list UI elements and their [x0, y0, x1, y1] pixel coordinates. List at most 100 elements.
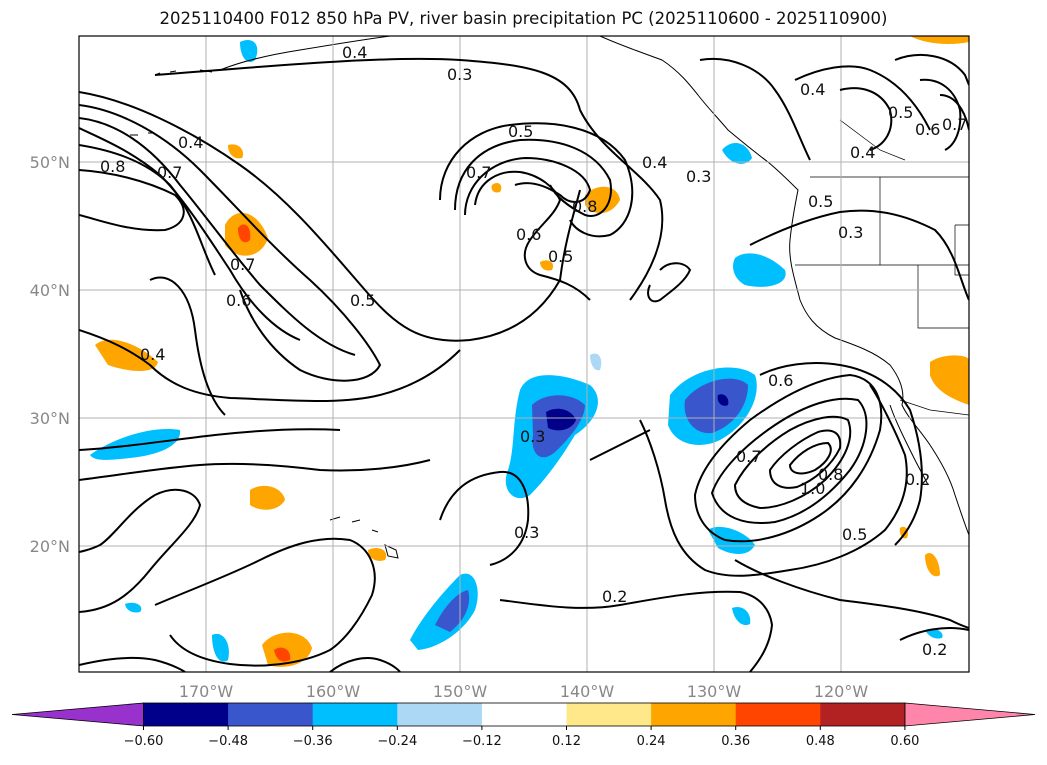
contour-label: 0.7	[466, 163, 491, 182]
precip-area-blue	[125, 602, 142, 613]
pv-contour	[439, 122, 634, 238]
lon-label: 140°W	[560, 682, 615, 701]
colorbar	[11, 702, 1036, 727]
precip-area-orange	[910, 36, 969, 44]
contour-label: 0.5	[350, 291, 375, 310]
colorbar-segment	[397, 703, 483, 726]
colorbar-tick-label: −0.24	[377, 734, 417, 749]
lat-label: 30°N	[30, 409, 70, 428]
colorbar-frame	[143, 702, 906, 727]
pv-contour	[749, 209, 969, 301]
precip-area-orange	[368, 548, 387, 561]
contour-label: 0.4	[178, 133, 203, 152]
contour-label: 0.4	[140, 345, 165, 364]
contour-label: 0.4	[642, 153, 667, 172]
precip-area-blue	[732, 606, 751, 626]
pv-contour	[149, 276, 226, 416]
pv-contour	[734, 559, 969, 629]
pv-contour	[919, 78, 962, 151]
latitude-labels: 50°N 40°N 30°N 20°N	[30, 153, 70, 556]
state-border	[839, 119, 906, 161]
precip-area-lightblue	[590, 353, 602, 371]
contour-label: 0.7	[736, 447, 761, 466]
pv-contour	[79, 459, 431, 481]
colorbar-segment	[820, 703, 906, 726]
colorbar-segment	[566, 703, 652, 726]
colorbar-segment	[735, 703, 821, 726]
colorbar-extend-high	[904, 702, 1036, 727]
contour-label: 0.4	[850, 143, 875, 162]
colorbar-tick-label: 0.48	[806, 734, 835, 749]
precip-area-red	[274, 647, 291, 662]
contour-label: 0.5	[842, 525, 867, 544]
pv-contour	[733, 415, 852, 510]
precip-area-blue	[435, 590, 470, 632]
pv-contour	[454, 138, 612, 217]
pv-contour	[79, 104, 382, 382]
us-mexico-border	[899, 399, 969, 416]
contour-label: 0.8	[100, 157, 125, 176]
precip-area-orange	[250, 485, 285, 510]
pv-contour	[79, 127, 301, 341]
colorbar-extend-low	[11, 702, 144, 727]
pv-contour	[79, 488, 202, 613]
contour-label: 0.5	[808, 192, 833, 211]
gridlines	[79, 36, 969, 672]
precip-area-blue	[733, 253, 786, 287]
contour-label: 0.3	[520, 427, 545, 446]
contour-label: 0.3	[686, 167, 711, 186]
precip-area-orange	[540, 260, 554, 271]
colorbar-tick-label: 0.60	[890, 734, 919, 749]
pv-contour	[794, 65, 931, 131]
pv-contour	[894, 54, 969, 86]
contour-label: 0.7	[942, 115, 967, 134]
contour-label: 0.6	[516, 225, 541, 244]
contour-label: 0.4	[342, 43, 367, 62]
precip-area-orange	[262, 632, 312, 667]
colorbar-tick-label: 0.24	[637, 734, 666, 749]
lon-label: 130°W	[687, 682, 742, 701]
baja-coastline	[889, 404, 929, 486]
pv-contour	[710, 397, 868, 524]
precip-area-navy	[717, 394, 729, 406]
precip-area-orange	[899, 526, 908, 539]
colorbar-tick-label: −0.36	[293, 734, 333, 749]
pv-contour	[79, 329, 461, 403]
state-border	[954, 224, 969, 276]
precip-area-orange	[228, 144, 244, 159]
pv-contour	[329, 657, 401, 672]
colorbar-tick-label: −0.60	[124, 734, 164, 749]
state-border	[917, 265, 969, 329]
pv-contour	[464, 156, 592, 216]
precip-area-blue	[925, 628, 943, 639]
contour-label: 0.7	[157, 163, 182, 182]
lon-label: 150°W	[433, 682, 488, 701]
contour-label: 0.6	[915, 120, 940, 139]
precip-area-navy	[546, 408, 576, 431]
pv-contour	[79, 117, 356, 356]
pv-contour	[79, 656, 186, 672]
pv-contour	[647, 262, 692, 303]
pv-contour	[939, 94, 969, 131]
political-borders	[795, 119, 969, 416]
colorbar-segment	[143, 703, 229, 726]
precip-shading	[90, 36, 969, 667]
contour-label: 0.8	[818, 465, 843, 484]
pv-contours	[79, 54, 969, 672]
map-frame	[78, 35, 970, 673]
lat-label: 50°N	[30, 153, 70, 172]
pv-contour	[589, 429, 651, 461]
colorbar-segment	[312, 703, 398, 726]
contour-label: 0.4	[800, 80, 825, 99]
precip-area-blue	[212, 633, 229, 662]
contour-label: 0.2	[922, 640, 947, 659]
colorbar-segment	[481, 703, 567, 726]
lon-label: 160°W	[306, 682, 361, 701]
colorbar-segment	[228, 703, 314, 726]
pv-contour	[79, 169, 185, 232]
colorbar-ticks: −0.60 −0.48 −0.36 −0.24 −0.12 0.12 0.24 0.36 0.4…	[124, 726, 919, 749]
pv-contour	[768, 429, 842, 489]
contour-label: 0.2	[602, 587, 627, 606]
precip-area-orange	[930, 355, 969, 405]
contour-label: 0.7	[230, 255, 255, 274]
